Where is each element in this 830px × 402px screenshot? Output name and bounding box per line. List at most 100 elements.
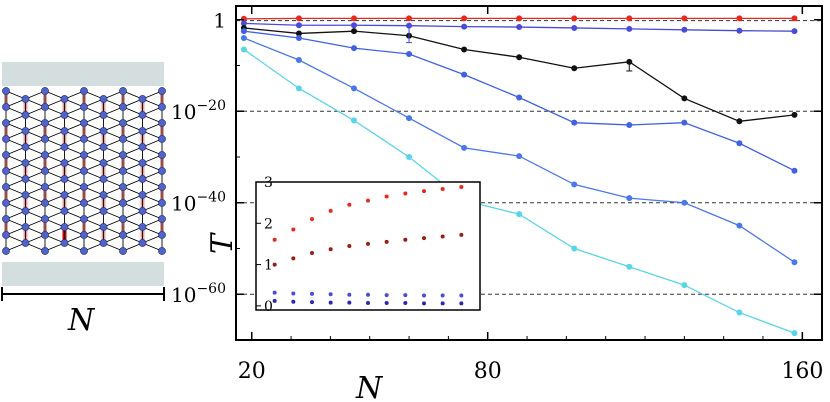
lattice-site [41,199,49,207]
lattice-site [99,207,108,215]
data-point-blue-mid [350,45,357,52]
data-point-blue-top [626,25,633,32]
y-axis-label: T [205,232,240,254]
inset-point-dark-red [422,236,426,241]
inset-point-dark-red [366,241,370,246]
inset-point-dark-blue [310,300,314,305]
lattice-site [119,151,127,159]
inset-point-dark-red [403,237,408,242]
inset-point-red [291,227,296,232]
data-point-blue-top [571,24,578,31]
inset-point-dark-blue [347,300,352,305]
inset-point-dark-red [347,244,352,248]
inset-point-dark-red [291,256,296,261]
inset-point-dark-red [310,251,314,256]
x-tick-label: 80 [474,359,502,384]
lattice-site [21,95,30,103]
data-point-blue-low [681,199,688,206]
lattice-site [2,247,10,255]
data-point-blue-low [791,259,798,266]
inset-point-blue [347,292,352,297]
data-point-blue-top [295,22,302,29]
data-point-red [350,15,357,22]
x-tick-label: 160 [781,359,823,384]
lattice-site [80,215,88,223]
data-point-cyan [516,211,523,218]
inset-point-dark-red [440,234,445,239]
lattice-site [138,127,147,135]
lattice-site [80,103,88,111]
lattice-site [138,159,147,167]
lattice-site [41,167,49,175]
lattice-site [158,167,166,175]
inset-point-red [459,184,464,189]
lattice-site [41,151,49,159]
data-point-blue-low [350,85,357,92]
lattice-site [80,167,88,175]
inset-point-red [403,191,408,196]
inset-y-tick-label: 1 [264,258,273,274]
lattice-site [119,215,127,223]
data-point-cyan [571,245,578,252]
lattice-site [138,239,147,247]
data-point-blue-mid [736,140,743,147]
data-point-cyan [406,153,413,160]
lattice-site [99,239,108,247]
inset-point-red [272,237,277,242]
lattice-site [119,247,127,255]
data-point-red [571,15,578,22]
inset-point-blue [272,290,277,295]
inset-point-dark-red [459,232,464,237]
lattice-site [158,119,166,127]
lattice-site [99,127,108,135]
lattice-site [21,127,30,135]
lattice-site [21,239,30,247]
series-lines [240,15,798,337]
inset-point-dark-red [272,262,277,267]
data-point-black [295,30,302,37]
lattice-site [41,215,49,223]
inset-point-dark-blue [328,300,333,305]
lattice-site [119,119,127,127]
lattice-site [2,215,10,223]
lattice-site [21,143,30,151]
lattice-site [119,167,127,175]
lattice-site [119,231,127,239]
lattice-site [41,135,49,143]
data-point-blue-top [791,28,798,35]
lattice-site [60,159,69,167]
lattice-site [60,223,69,231]
lattice-site [138,191,147,199]
data-point-cyan [791,330,798,337]
lattice-site [2,87,10,95]
lattice-site [99,191,108,199]
inset-point-dark-blue [291,299,296,304]
data-point-blue-low [516,153,523,160]
lattice-site [2,231,10,239]
data-point-cyan [681,282,688,289]
data-point-cyan [240,46,247,53]
lattice-site [99,143,108,151]
lattice-site [21,223,30,231]
inset-point-dark-blue [272,298,277,303]
lattice-site [60,95,69,103]
y-tick-label: 10−40 [171,190,226,216]
data-point-blue-low [736,222,743,229]
data-point-red [295,15,302,22]
inset-point-blue [328,292,333,297]
data-point-blue-top [516,24,523,31]
data-point-blue-low [626,195,633,202]
lattice-site [80,199,88,207]
n-width-bracket [1,287,165,301]
data-point-blue-mid [516,94,523,101]
lattice-site [60,239,69,247]
data-point-blue-top [350,22,357,29]
lattice-site [80,151,88,159]
lattice-site [2,119,10,127]
data-point-black [516,54,523,61]
inset-point-dark-blue [366,300,370,305]
inset-point-dark-blue [459,301,464,306]
lattice-site [60,175,69,183]
lattice-site [80,183,88,191]
lattice-site [158,103,166,111]
